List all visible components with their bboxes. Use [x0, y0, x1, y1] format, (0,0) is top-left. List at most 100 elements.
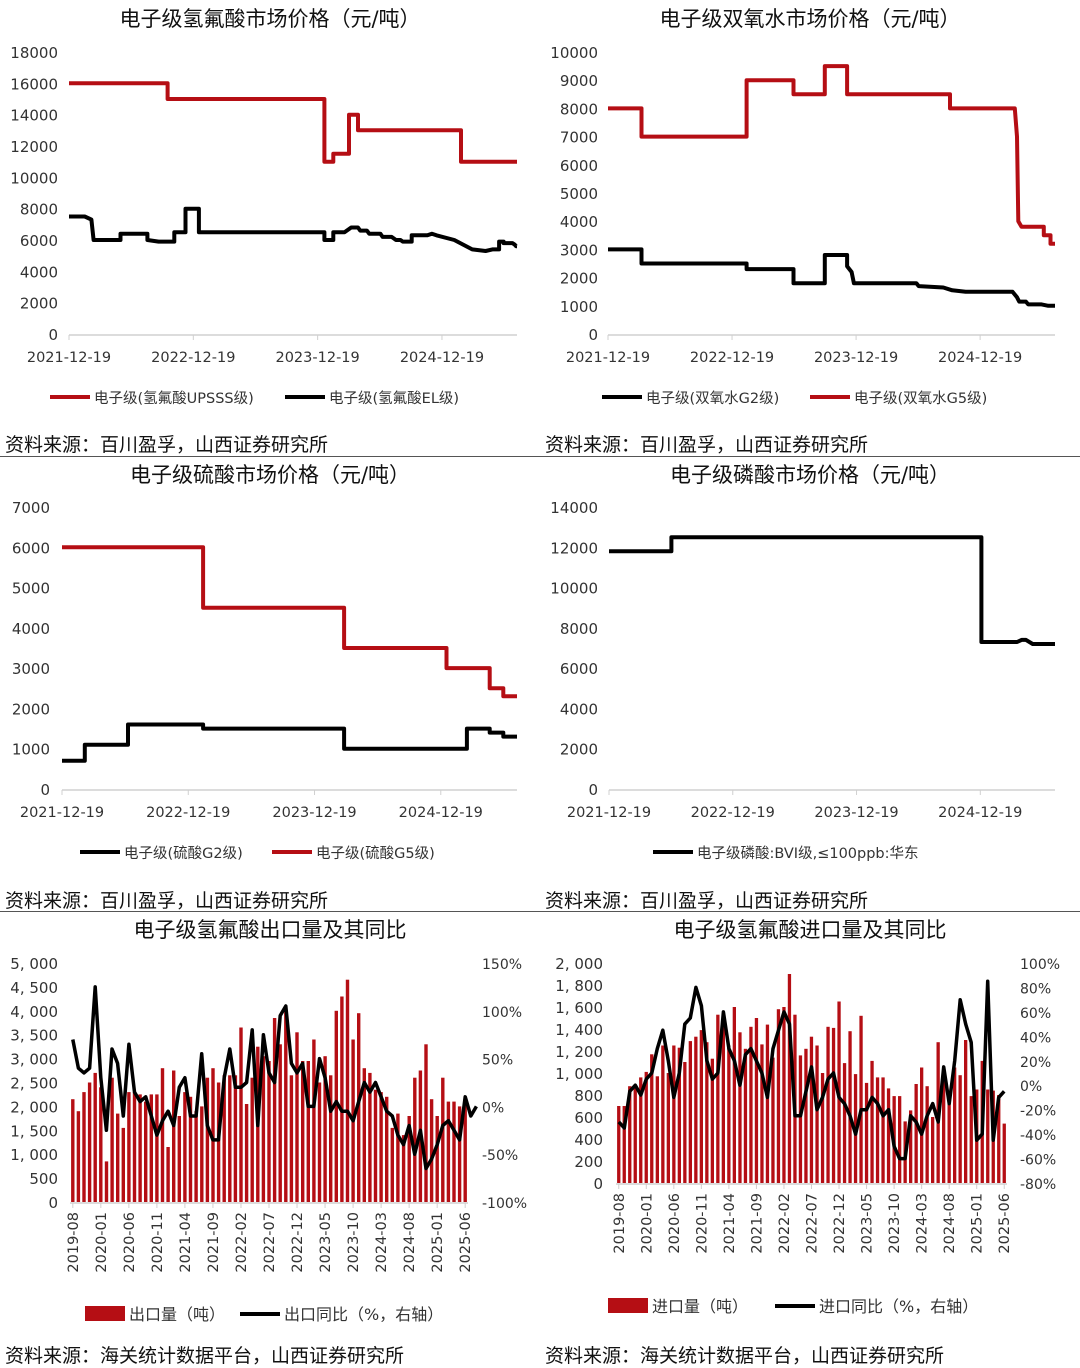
legend-label: 电子级磷酸:BVI级,≤100ppb:华东	[697, 845, 919, 862]
bar	[815, 1045, 819, 1183]
bar	[881, 1077, 885, 1183]
y-tick-label: 0	[48, 1194, 58, 1212]
bar	[127, 1092, 131, 1202]
x-tick-label: 2023-12-19	[814, 350, 898, 366]
bar	[826, 1026, 830, 1183]
y-tick-label: 6000	[12, 539, 50, 557]
bar	[710, 1058, 714, 1183]
y2-tick-label: 40%	[1020, 1030, 1051, 1046]
h3po4-price-svg: 电子级磷酸市场价格（元/吨） 0 2000 4000 6000 8000 10000 1200…	[550, 463, 1055, 862]
bar	[672, 1045, 676, 1183]
bar	[188, 1096, 193, 1202]
bar	[306, 1061, 310, 1202]
bar	[149, 1094, 153, 1202]
bar	[138, 1094, 142, 1202]
y-tick-label: 2000	[560, 741, 598, 759]
bar	[379, 1092, 383, 1202]
x-tick-label: 2023-05	[318, 1212, 334, 1273]
bar	[250, 1077, 254, 1202]
y-tick-label: 0	[588, 781, 598, 799]
x-tick-label: 2021-12-19	[566, 350, 650, 366]
bar	[205, 1077, 210, 1202]
bar	[760, 1044, 764, 1183]
y-tick-label: 7000	[12, 499, 50, 517]
x-tick-label: 2022-12-19	[690, 350, 774, 366]
y2-tick-label: 100%	[482, 1005, 522, 1021]
legend-label: 进口同比（%，右轴）	[819, 1297, 978, 1316]
bar	[239, 1027, 243, 1202]
bar	[986, 1089, 990, 1183]
bar	[345, 979, 350, 1202]
x-tick-label: 2023-12-19	[814, 805, 898, 821]
x-tick-label: 2020-11	[694, 1193, 710, 1254]
bar	[909, 1110, 913, 1183]
bar	[732, 1007, 736, 1183]
x-tick-label: 2023-10	[887, 1193, 903, 1254]
y2-tick-label: 80%	[1020, 981, 1051, 997]
bar	[765, 1024, 770, 1183]
bar	[925, 1086, 929, 1183]
bar	[76, 1111, 81, 1202]
bar	[99, 1087, 103, 1202]
x-tick-label: 2022-12	[290, 1212, 306, 1273]
bar	[390, 1127, 394, 1202]
x-tick-label: 2021-09	[749, 1193, 765, 1254]
y-tick-label: 1000	[560, 298, 598, 316]
x-tick-label: 2020-01	[94, 1212, 110, 1273]
bar	[457, 1106, 462, 1202]
bar	[920, 1067, 924, 1183]
x-tick-label: 2021-04	[178, 1212, 194, 1273]
bar	[121, 1127, 125, 1202]
bar	[997, 1095, 1001, 1183]
y-tick-label: 14000	[10, 107, 58, 125]
bar	[743, 1048, 748, 1183]
bar	[617, 1106, 621, 1183]
y-tick-label: 6000	[20, 232, 58, 250]
bar	[144, 1101, 148, 1202]
divider	[0, 911, 1080, 912]
x-tick-label: 2020-06	[667, 1193, 683, 1254]
x-tick-label: 2024-08	[942, 1193, 958, 1254]
bar	[749, 1026, 753, 1183]
y-tick-label: 1, 800	[555, 977, 603, 995]
legend-label: 电子级(双氧水G2级)	[646, 390, 779, 407]
x-tick-label: 2019-08	[66, 1212, 82, 1273]
y-tick-label: 16000	[10, 75, 58, 93]
y2-tick-label: -50%	[482, 1148, 518, 1164]
y-tick-label: 1000	[12, 741, 50, 759]
bar	[301, 1061, 305, 1202]
y-tick-label: 4000	[560, 213, 598, 231]
bar	[644, 1071, 648, 1183]
bar	[132, 1092, 137, 1202]
h2o2-price-svg: 电子级双氧水市场价格（元/吨） 0 1000 2000 3000 4000 5000 6000…	[550, 7, 1055, 407]
y-tick-label: 9000	[560, 72, 598, 90]
bar	[413, 1077, 417, 1202]
chart-h2o2-price: 电子级双氧水市场价格（元/吨） 0 1000 2000 3000 4000 5000 6000…	[540, 0, 1080, 430]
y-tick-label: 0	[48, 326, 58, 344]
bar	[177, 1116, 181, 1202]
bar	[87, 1082, 92, 1202]
x-tick-label: 2022-07	[805, 1193, 821, 1254]
bar	[104, 1161, 109, 1202]
bar	[183, 1092, 187, 1202]
bar	[172, 1070, 176, 1202]
legend-swatch	[608, 1298, 648, 1313]
legend-label: 进口量（吨）	[652, 1297, 748, 1316]
bar	[194, 1111, 198, 1202]
x-tick-label: 2025-01	[970, 1193, 986, 1254]
y2-tick-label: -20%	[1020, 1104, 1056, 1120]
bar	[435, 1116, 439, 1202]
bar	[424, 1044, 428, 1202]
series-line	[69, 206, 519, 253]
source-note-hf-price: 资料来源：百川盈孚，山西证券研究所	[5, 434, 329, 456]
y-tick-label: 1, 000	[555, 1065, 603, 1083]
legend-label: 电子级(硫酸G2级)	[124, 845, 243, 862]
bar	[716, 1014, 720, 1183]
bar	[211, 1068, 215, 1202]
bar	[969, 1096, 973, 1183]
hf-export-svg: 电子级氢氟酸出口量及其同比 0 500 1, 000 1, 500 2, 000 2, 50…	[10, 918, 527, 1324]
y2-tick-label: -60%	[1020, 1153, 1056, 1169]
bar	[261, 1056, 266, 1202]
bar	[401, 1135, 406, 1202]
y-tick-label: 14000	[550, 499, 598, 517]
